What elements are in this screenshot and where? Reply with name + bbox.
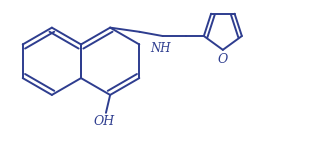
Text: OH: OH <box>93 115 115 128</box>
Text: NH: NH <box>150 42 171 55</box>
Text: O: O <box>218 53 228 66</box>
